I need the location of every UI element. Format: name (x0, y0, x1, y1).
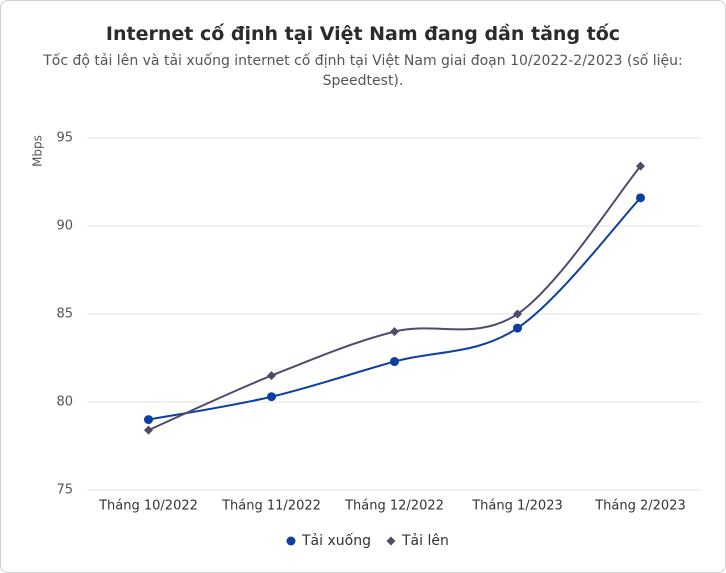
y-tick-label: 75 (56, 483, 73, 498)
data-point (390, 327, 399, 337)
x-tick-label: Tháng 10/2022 (98, 499, 198, 514)
x-tick-label: Tháng 12/2022 (344, 499, 444, 514)
data-point (513, 323, 522, 333)
x-tick-label: Tháng 2/2023 (594, 499, 686, 514)
chart-title: Internet cố định tại Việt Nam đang dần t… (105, 23, 621, 45)
chart-subtitle: Tốc độ tải lên và tải xuống internet cố … (43, 53, 683, 89)
legend-marker (286, 536, 296, 546)
data-point (144, 425, 153, 435)
x-tick-label: Tháng 1/2023 (471, 499, 563, 514)
y-tick-label: 95 (56, 131, 73, 146)
y-tick-label: 85 (56, 307, 73, 322)
legend-marker (386, 536, 396, 546)
legend-label: Tải xuống (301, 532, 371, 549)
series-line (148, 165, 642, 432)
data-point (390, 357, 399, 367)
data-point (513, 309, 522, 319)
y-tick-label: 80 (56, 395, 73, 410)
y-axis-label: Mbps (31, 135, 45, 167)
data-point (144, 415, 153, 425)
data-point (636, 193, 645, 203)
data-point (267, 371, 276, 381)
data-point (267, 392, 276, 402)
data-point (636, 161, 645, 171)
y-tick-label: 90 (56, 219, 73, 234)
x-tick-label: Tháng 11/2022 (221, 499, 321, 514)
series-line (148, 197, 642, 421)
legend-label: Tải lên (401, 533, 449, 549)
